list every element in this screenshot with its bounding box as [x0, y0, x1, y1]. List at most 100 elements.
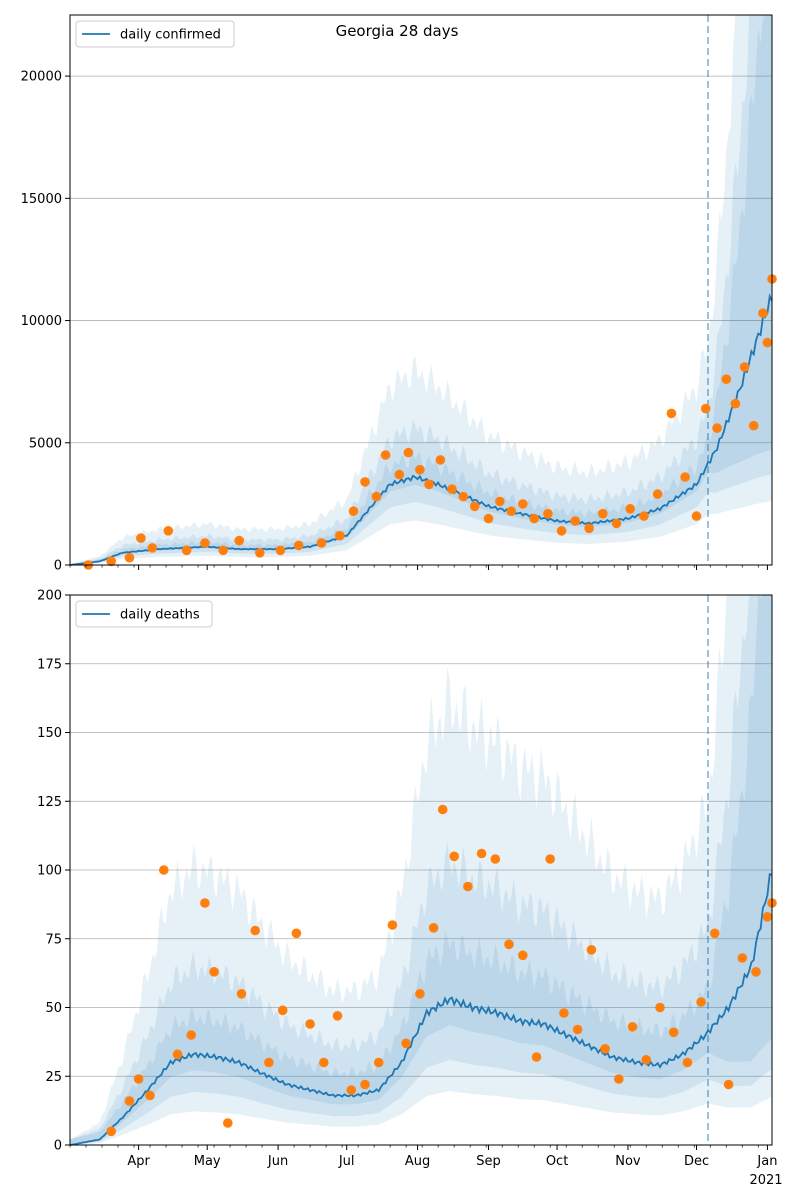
data-point	[748, 420, 759, 431]
x-tick-label: Apr	[127, 1154, 150, 1169]
data-point	[371, 491, 382, 502]
data-point	[124, 552, 135, 563]
data-point	[277, 1005, 288, 1016]
data-point	[435, 455, 446, 465]
data-point	[218, 545, 228, 556]
data-point	[172, 1049, 183, 1060]
data-point	[254, 548, 265, 558]
deaths-points-group	[106, 804, 777, 1137]
data-point	[447, 484, 457, 495]
data-point	[556, 526, 567, 536]
data-point	[655, 1002, 665, 1013]
data-point	[463, 881, 473, 892]
data-point	[394, 469, 405, 480]
series-line	[69, 872, 773, 1146]
data-point	[424, 479, 434, 490]
data-point	[236, 989, 247, 999]
y-tick-label: 0	[54, 559, 62, 574]
confirmed-y-axis: 0 5000 10000 15000 20000	[21, 70, 70, 574]
data-point	[758, 308, 768, 319]
deaths-panel: 0 25 50 75 100 125 150 175 200 Apr May Jun Jul Aug Se…	[37, 589, 782, 1189]
y-tick-label: 50	[45, 1001, 62, 1016]
data-point	[586, 945, 597, 955]
data-point	[529, 513, 539, 524]
data-point	[543, 508, 553, 519]
deaths-uncertainty-bands	[70, 595, 772, 1145]
data-point	[598, 508, 608, 519]
uncertainty-band	[70, 15, 772, 565]
data-point	[147, 543, 158, 553]
data-point	[275, 545, 286, 556]
data-point	[712, 423, 722, 433]
data-point	[625, 504, 635, 514]
confirmed-gridlines	[70, 75, 772, 444]
confirmed-legend-label: daily confirmed	[120, 28, 221, 43]
y-tick-label: 0	[54, 1139, 62, 1154]
data-point	[504, 939, 514, 950]
confirmed-x-axis	[69, 565, 768, 570]
data-point	[696, 997, 706, 1007]
data-point	[584, 523, 594, 534]
data-point	[639, 511, 649, 521]
data-point	[401, 1038, 411, 1049]
data-point	[627, 1022, 638, 1032]
y-tick-label: 150	[37, 726, 62, 741]
y-tick-label: 125	[37, 795, 62, 810]
confirmed-plot-frame	[69, 14, 773, 566]
confirmed-chart-title: Georgia 28 days	[336, 22, 459, 40]
confirmed-legend-box	[75, 20, 235, 48]
uncertainty-band	[70, 595, 772, 1145]
data-point	[545, 854, 555, 864]
data-point	[159, 865, 169, 875]
uncertainty-band	[70, 15, 772, 565]
deaths-legend: daily deaths	[75, 600, 213, 628]
data-point	[234, 535, 244, 546]
confirmed-legend: daily confirmed	[75, 20, 235, 48]
x-tick-label: Dec	[684, 1154, 709, 1169]
uncertainty-band	[70, 595, 772, 1145]
y-tick-label: 175	[37, 657, 62, 672]
data-point	[360, 477, 370, 487]
data-point	[600, 1044, 610, 1054]
data-point	[145, 1090, 155, 1101]
data-point	[181, 545, 192, 556]
data-point	[721, 374, 732, 385]
data-point	[751, 967, 761, 977]
data-point	[373, 1057, 384, 1068]
x-tick-label: Aug	[405, 1154, 430, 1169]
data-point	[570, 516, 581, 526]
y-tick-label: 5000	[29, 436, 62, 451]
x-tick-label: Jan	[756, 1154, 777, 1169]
data-point	[469, 501, 480, 512]
data-point	[437, 804, 448, 815]
data-point	[293, 540, 304, 551]
deaths-gridlines	[70, 663, 772, 1077]
data-point	[348, 506, 359, 516]
confirmed-uncertainty-bands	[70, 15, 772, 565]
data-point	[133, 1074, 144, 1084]
data-point	[332, 1011, 343, 1021]
data-point	[666, 408, 677, 419]
y-tick-label: 10000	[21, 314, 62, 329]
data-point	[250, 925, 260, 936]
data-point	[737, 953, 748, 963]
data-point	[700, 403, 711, 414]
x-tick-label: Sep	[476, 1154, 501, 1169]
deaths-line-group	[69, 872, 773, 1146]
y-tick-label: 100	[37, 864, 62, 879]
deaths-y-axis: 0 25 50 75 100 125 150 175 200	[37, 589, 70, 1154]
data-point	[380, 450, 391, 460]
data-point	[106, 1126, 116, 1137]
data-point	[209, 967, 219, 977]
data-point	[682, 1057, 693, 1068]
data-point	[710, 928, 720, 939]
data-point	[346, 1085, 357, 1095]
data-point	[223, 1118, 233, 1128]
data-point	[319, 1057, 329, 1068]
data-point	[680, 472, 690, 482]
data-point	[264, 1057, 274, 1068]
data-point	[403, 447, 414, 458]
data-point	[495, 496, 505, 507]
y-tick-label: 75	[45, 932, 62, 947]
data-point	[668, 1027, 679, 1038]
